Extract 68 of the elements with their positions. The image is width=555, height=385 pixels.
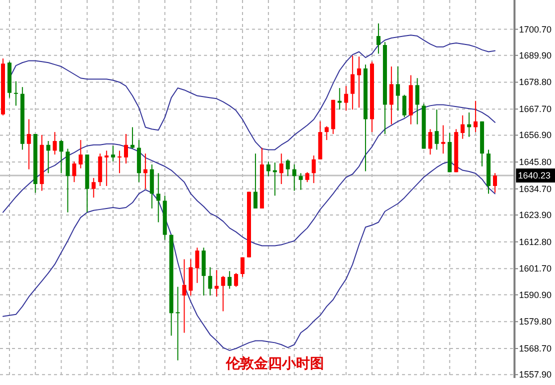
text: 伦敦金四小时图 — [225, 355, 324, 372]
candlestick — [240, 256, 245, 278]
candlestick — [389, 66, 394, 125]
y-tick-label: 1601.70 — [519, 264, 552, 274]
candlestick — [143, 153, 148, 190]
candlestick — [130, 126, 134, 150]
candlestick — [92, 177, 96, 198]
y-tick-label: 1656.90 — [519, 130, 552, 140]
candlestick — [312, 155, 316, 184]
candlestick — [118, 150, 122, 174]
candlestick — [266, 161, 270, 177]
candlestick — [253, 153, 258, 209]
candlestick — [208, 266, 212, 296]
candlestick — [474, 100, 478, 133]
line-series — [2, 104, 496, 246]
candlestick — [14, 80, 18, 106]
candlestick — [338, 88, 342, 110]
y-tick-label: 1634.70 — [519, 184, 552, 194]
candlestick — [52, 132, 57, 156]
y-tick-label: 1612.80 — [519, 236, 552, 247]
candlestick — [286, 158, 290, 177]
candlestick — [104, 150, 109, 186]
candlestick — [59, 140, 64, 174]
y-tick-label: 1579.80 — [519, 316, 552, 327]
candlestick — [415, 78, 420, 125]
y-tick-label: 1557.90 — [519, 370, 552, 380]
y-tick-label: 1590.90 — [519, 290, 552, 300]
candlestick — [214, 270, 219, 297]
candlestick — [324, 126, 329, 141]
candlestick — [46, 140, 50, 174]
candlestick — [26, 118, 31, 170]
candlestick — [305, 172, 310, 183]
candlestick — [72, 161, 76, 183]
y-tick-label: 1689.90 — [519, 50, 552, 60]
candlestick — [441, 124, 446, 154]
candlestick — [350, 55, 355, 110]
candlestick — [298, 172, 303, 190]
candlestick — [428, 128, 432, 156]
candlestick — [279, 153, 284, 185]
candlestick — [434, 109, 439, 150]
candlestick — [228, 270, 232, 290]
candlestick — [221, 275, 226, 312]
y-tick-label: 1645.80 — [519, 157, 552, 168]
y-tick-label: 1623.90 — [519, 210, 552, 220]
candlestick — [176, 286, 180, 361]
candlestick — [344, 86, 348, 112]
candlestick — [111, 145, 116, 162]
y-tick-label: 1568.70 — [519, 343, 552, 354]
candlestick — [493, 172, 497, 194]
line-series — [2, 161, 496, 351]
candlestick — [460, 114, 465, 140]
candlestick — [396, 66, 400, 112]
candlestick — [234, 272, 238, 288]
candlestick — [78, 140, 83, 169]
candlestick — [292, 164, 296, 192]
candlestick — [182, 258, 186, 334]
y-tick-label: 1700.70 — [519, 24, 552, 34]
candlestick — [402, 94, 406, 118]
y-tick-label: 1678.80 — [519, 77, 552, 88]
candlestick — [376, 22, 380, 54]
ref-line-label: 1640.23 — [518, 170, 551, 181]
line-series — [8, 34, 496, 150]
candlestick — [357, 56, 362, 108]
candlestick — [124, 133, 128, 164]
y-tick-label: 1667.70 — [519, 104, 552, 114]
candlestick — [195, 247, 200, 284]
candlestick — [188, 258, 193, 296]
candlestick — [156, 172, 160, 223]
